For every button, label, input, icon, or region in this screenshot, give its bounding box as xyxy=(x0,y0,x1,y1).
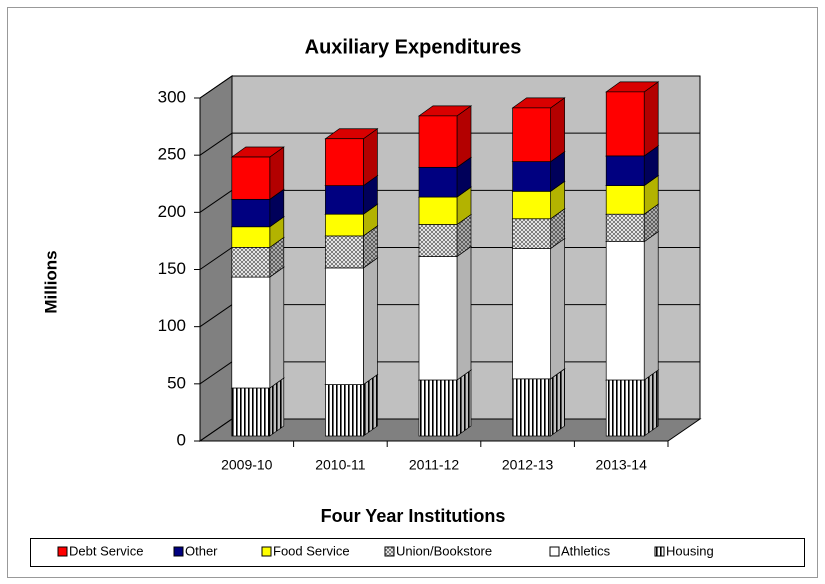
x-tick-label: 2009-10 xyxy=(221,457,273,473)
bar xyxy=(231,198,271,228)
grid-line-side xyxy=(199,189,233,213)
legend-swatch xyxy=(654,546,665,557)
bar xyxy=(605,379,645,437)
bar xyxy=(605,91,645,157)
x-tick-label: 2010-11 xyxy=(315,457,366,473)
bar xyxy=(325,138,364,186)
legend xyxy=(30,538,805,567)
legend-swatch xyxy=(57,546,68,557)
bar xyxy=(418,196,458,225)
y-tick-label: 250 xyxy=(158,145,186,164)
bar xyxy=(605,241,645,381)
legend-label: Athletics xyxy=(561,543,611,558)
bar-side-shade xyxy=(363,225,378,268)
bar-side-shade xyxy=(644,369,659,436)
bar-side-shade xyxy=(644,204,659,242)
x-axis-label: Four Year Institutions xyxy=(321,506,506,526)
bar xyxy=(512,378,551,437)
x-tick-label: 2012-13 xyxy=(502,457,554,473)
grid-line-side xyxy=(199,75,233,99)
grid-line-side xyxy=(199,361,233,385)
bar-side xyxy=(456,245,472,381)
legend-label: Union/Bookstore xyxy=(396,543,492,558)
x-tick-label: 2013-14 xyxy=(596,457,648,473)
legend-swatch xyxy=(261,546,272,557)
legend-label: Food Service xyxy=(273,543,350,558)
bar xyxy=(605,213,645,242)
legend-label: Debt Service xyxy=(69,543,143,558)
grid-line-side xyxy=(199,304,233,328)
bar xyxy=(605,185,645,215)
bar-side xyxy=(550,237,565,380)
bar xyxy=(418,166,458,198)
bar-side-shade xyxy=(550,208,565,249)
bar xyxy=(325,213,364,237)
bar xyxy=(418,224,458,257)
bar xyxy=(231,156,271,200)
grid-line-side xyxy=(199,132,233,156)
y-tick-label: 200 xyxy=(158,202,186,221)
bar xyxy=(231,387,271,437)
grid-line-side xyxy=(199,418,233,442)
bar xyxy=(512,107,551,162)
bar-side-shade xyxy=(457,214,471,257)
y-tick-label: 50 xyxy=(167,373,186,392)
bar-side xyxy=(643,81,659,157)
bar xyxy=(418,379,458,437)
bar xyxy=(605,155,645,186)
y-tick-label: 0 xyxy=(177,430,186,449)
bar-side xyxy=(363,257,378,386)
bar xyxy=(325,384,364,437)
chart-title: Auxiliary Expenditures xyxy=(305,36,522,58)
bar-side xyxy=(550,97,565,163)
bar-side xyxy=(643,230,659,381)
x-tick-label: 2011-12 xyxy=(409,457,460,473)
y-tick-label: 150 xyxy=(158,259,186,278)
bar xyxy=(325,267,364,385)
y-tick-label: 100 xyxy=(158,316,186,335)
bar-side-shade xyxy=(457,369,471,436)
bar-side-shade xyxy=(550,368,565,436)
y-axis-label: Millions xyxy=(41,250,60,313)
legend-swatch xyxy=(173,546,184,557)
bar xyxy=(512,248,551,380)
bar xyxy=(325,235,364,269)
legend-swatch xyxy=(384,546,395,557)
legend-label: Other xyxy=(185,543,218,558)
bar-side-shade xyxy=(269,377,284,436)
bar-side-shade xyxy=(363,374,378,436)
bar xyxy=(418,115,458,168)
bar xyxy=(325,185,364,215)
bar-side-shade xyxy=(269,237,284,278)
bar xyxy=(512,218,551,249)
bar xyxy=(512,161,551,192)
bar-side xyxy=(269,266,285,389)
legend-label: Housing xyxy=(666,543,714,558)
legend-swatch xyxy=(549,546,560,557)
grid-line-side xyxy=(199,247,233,270)
bar xyxy=(231,247,271,278)
bar xyxy=(231,276,271,389)
bar xyxy=(231,226,271,248)
bar-side xyxy=(456,105,472,168)
y-tick-label: 300 xyxy=(158,87,186,106)
bar xyxy=(418,256,458,381)
bar xyxy=(512,190,551,220)
